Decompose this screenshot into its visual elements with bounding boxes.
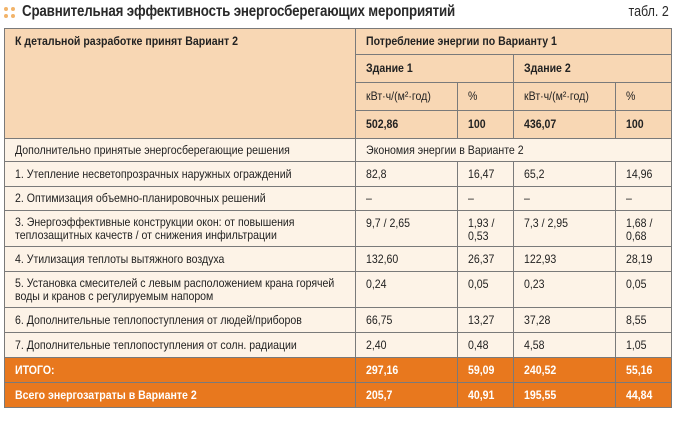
row-label: 5. Установка смесителей с левым располож… xyxy=(4,271,356,308)
section-label: Дополнительно принятые энергосберегающие… xyxy=(4,138,356,162)
baseline-value: 436,07 xyxy=(513,110,616,139)
row-value: 9,7 / 2,65 xyxy=(355,210,458,247)
row-value: 1,05 xyxy=(614,332,673,358)
table-row: 3. Энергоэффективные конструкции окон: о… xyxy=(4,210,673,247)
total-row: ИТОГО: 297,16 59,09 240,52 55,16 xyxy=(4,357,673,383)
total-label: ИТОГО: xyxy=(4,357,356,383)
table-row: 4. Утилизация теплоты вытяжного воздуха … xyxy=(4,246,673,272)
building-2-header: Здание 2 xyxy=(512,54,673,83)
section-value-header: Экономия энергии в Варианте 2 xyxy=(354,138,673,162)
building-1-header: Здание 1 xyxy=(355,54,514,83)
corner-header: К детальной разработке принят Вариант 2 xyxy=(4,28,356,139)
total-value: 240,52 xyxy=(513,357,616,383)
total-value: 297,16 xyxy=(355,357,458,383)
row-value: 82,8 xyxy=(355,161,458,187)
variant2-value: 205,7 xyxy=(355,382,458,408)
percent-header: % xyxy=(614,82,673,111)
baseline-value: 502,86 xyxy=(355,110,458,139)
table-number: табл. 2 xyxy=(628,4,669,20)
row-value: – xyxy=(355,186,458,211)
variant2-value: 40,91 xyxy=(457,382,514,408)
unit-header: кВт·ч/(м²·год) xyxy=(513,82,616,111)
unit-header: кВт·ч/(м²·год) xyxy=(355,82,458,111)
table-title: Сравнительная эффективность энергосберег… xyxy=(22,3,456,20)
row-value: 16,47 xyxy=(457,161,514,187)
table-row: 7. Дополнительные теплопоступления от со… xyxy=(4,332,673,358)
row-value: – xyxy=(457,186,514,211)
row-value: – xyxy=(614,186,673,211)
row-label: 1. Утепление несветопрозрачных наружных … xyxy=(4,161,356,187)
row-value: 0,24 xyxy=(355,271,458,308)
row-value: 122,93 xyxy=(513,246,616,272)
row-value: 65,2 xyxy=(513,161,616,187)
row-value: 0,05 xyxy=(614,271,673,308)
row-value: 28,19 xyxy=(614,246,673,272)
baseline-value: 100 xyxy=(614,110,673,139)
group-header: Потребление энергии по Варианту 1 xyxy=(354,28,673,55)
row-label: 6. Дополнительные теплопоступления от лю… xyxy=(4,307,356,333)
row-label: 2. Оптимизация объемно-планировочных реш… xyxy=(4,186,356,211)
row-value: 1,93 / 0,53 xyxy=(457,210,514,247)
row-label: 3. Энергоэффективные конструкции окон: о… xyxy=(4,210,356,247)
row-value: 7,3 / 2,95 xyxy=(513,210,616,247)
variant2-total-row: Всего энергозатраты в Варианте 2 205,7 4… xyxy=(4,382,673,408)
row-value: 132,60 xyxy=(355,246,458,272)
row-value: 0,05 xyxy=(457,271,514,308)
variant2-value: 44,84 xyxy=(614,382,673,408)
row-value: 14,96 xyxy=(614,161,673,187)
title-dots-icon xyxy=(4,7,16,19)
variant2-label: Всего энергозатраты в Варианте 2 xyxy=(4,382,356,408)
table-row: 5. Установка смесителей с левым располож… xyxy=(4,271,673,308)
percent-header: % xyxy=(457,82,514,111)
row-value: 0,48 xyxy=(457,332,514,358)
title-bar: Сравнительная эффективность энергосберег… xyxy=(0,0,675,26)
row-value: 2,40 xyxy=(355,332,458,358)
row-value: 4,58 xyxy=(513,332,616,358)
variant2-value: 195,55 xyxy=(513,382,616,408)
row-value: 66,75 xyxy=(355,307,458,333)
row-value: 37,28 xyxy=(513,307,616,333)
row-value: 0,23 xyxy=(513,271,616,308)
total-value: 59,09 xyxy=(457,357,514,383)
row-value: 26,37 xyxy=(457,246,514,272)
row-value: 1,68 / 0,68 xyxy=(614,210,673,247)
row-label: 4. Утилизация теплоты вытяжного воздуха xyxy=(4,246,356,272)
table-row: 1. Утепление несветопрозрачных наружных … xyxy=(4,161,673,187)
baseline-value: 100 xyxy=(457,110,514,139)
row-label: 7. Дополнительные теплопоступления от со… xyxy=(4,332,356,358)
row-value: – xyxy=(513,186,616,211)
row-value: 8,55 xyxy=(614,307,673,333)
section-row: Дополнительно принятые энергосберегающие… xyxy=(4,138,673,162)
row-value: 13,27 xyxy=(457,307,514,333)
total-value: 55,16 xyxy=(614,357,673,383)
efficiency-table: К детальной разработке принят Вариант 2 … xyxy=(4,28,673,408)
table-row: 6. Дополнительные теплопоступления от лю… xyxy=(4,307,673,333)
table-row: 2. Оптимизация объемно-планировочных реш… xyxy=(4,186,673,211)
